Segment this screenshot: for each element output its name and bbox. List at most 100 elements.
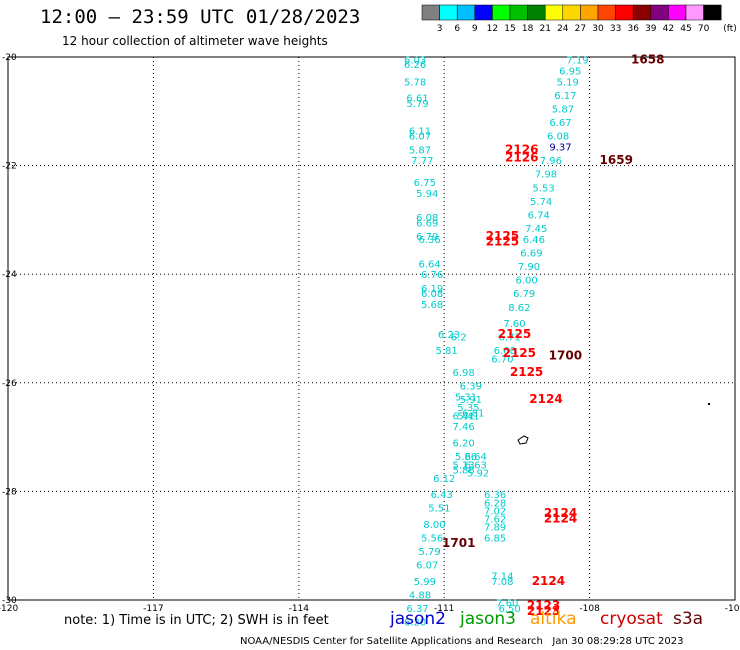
wave-height-label: 6.36 (419, 235, 441, 246)
legend-tick-label: 12 (487, 24, 498, 34)
wave-height-label: 6.20 (404, 618, 426, 629)
wave-height-label: 5.13 (452, 460, 474, 471)
time-label: 2123 (527, 598, 560, 612)
wave-height-label: 6.07 (409, 132, 431, 143)
sat-cryosat: cryosat (600, 609, 663, 629)
time-label: 2126 (505, 150, 538, 164)
page-title: 12:00 – 23:59 UTC 01/28/2023 (40, 6, 361, 28)
legend-tick-label: 24 (557, 24, 569, 34)
legend-swatch (703, 4, 722, 21)
wave-height-label: 6.39 (460, 382, 482, 393)
wave-height-label: 5.74 (530, 197, 552, 208)
wave-height-label: 8.00 (423, 520, 445, 531)
time-label: 2123 (527, 604, 560, 618)
wave-height-label: 5.81 (435, 346, 457, 357)
time-label: 2124 (532, 574, 565, 588)
wave-height-label: 6.12 (433, 474, 455, 485)
wave-height-label: 7.14 (491, 572, 513, 583)
time-label: 2126 (505, 142, 538, 156)
wave-height-label: 6.63 (465, 460, 487, 471)
island-outline (517, 435, 529, 445)
x-tick-label: -114 (289, 604, 310, 614)
wave-height-label: 9.37 (549, 143, 571, 154)
y-tick-label: -22 (2, 162, 17, 172)
wave-height-label: 6.85 (484, 534, 506, 545)
wave-height-label: 6.20 (452, 439, 474, 450)
wave-height-label: 6.37 (406, 604, 428, 615)
wave-height-label: 6.26 (404, 60, 426, 71)
wave-height-label: 6.81 (462, 409, 484, 420)
legend-tick-label: 21 (539, 24, 550, 34)
wave-height-label: 7.90 (518, 262, 540, 273)
wave-height-label: 6.23 (438, 330, 460, 341)
time-label: 2125 (503, 346, 536, 360)
legend-tick-label: 18 (522, 24, 534, 34)
legend-tick-label: 39 (645, 24, 657, 34)
wave-height-label: 5.99 (414, 577, 436, 588)
wave-height-label: 5.19 (557, 77, 579, 88)
sat-jason2: jason2 (390, 609, 446, 629)
wave-height-label: 6.69 (520, 248, 542, 259)
wave-height-label: 5.51 (428, 504, 450, 515)
wave-height-label: 7.46 (452, 422, 474, 433)
wave-height-label: 5.94 (416, 189, 438, 200)
x-tick-label: -117 (143, 604, 163, 614)
wave-height-label: 6.95 (559, 67, 581, 78)
wave-height-label: 6.69 (416, 219, 438, 230)
wave-height-label: 5.91 (460, 395, 482, 406)
wave-height-label: 6.08 (416, 213, 438, 224)
wave-height-label: 6.50 (498, 604, 520, 615)
legend-tick-label: 45 (680, 24, 691, 34)
time-label: 2124 (544, 506, 577, 520)
y-tick-label: -24 (2, 270, 17, 280)
wave-height-label: 6.76 (421, 270, 443, 281)
wave-height-label: 5.56 (421, 534, 443, 545)
wave-height-label: 7.77 (411, 156, 433, 167)
time-label: 2125 (498, 327, 531, 341)
island-dot (708, 403, 710, 405)
wave-height-label: 6.28 (484, 498, 506, 509)
footer: NOAA/NESDIS Center for Satellite Applica… (240, 636, 683, 647)
x-tick-label: -111 (434, 604, 454, 614)
legend-unit: (ft) (723, 24, 737, 34)
wave-height-label: 6.64 (419, 259, 441, 270)
legend-tick-label: 30 (592, 24, 604, 34)
legend-tick-label: 3 (437, 24, 443, 34)
note-text: note: 1) Time is in UTC; 2) SWH is in fe… (64, 613, 329, 628)
wave-height-label: 6.11 (409, 126, 431, 137)
wave-height-label: 6.03 (404, 56, 426, 67)
wave-height-label: 6.46 (523, 235, 545, 246)
x-tick-label: -105 (725, 604, 740, 614)
legend-tick-label: 42 (663, 24, 674, 34)
wave-height-label: 7.19 (566, 56, 588, 67)
time-label: 1659 (600, 153, 633, 167)
wave-height-label: 7.98 (535, 170, 557, 181)
time-label: 2125 (510, 365, 543, 379)
x-tick-label: -108 (579, 604, 600, 614)
y-tick-label: -26 (2, 379, 17, 389)
footer-source: NOAA/NESDIS Center for Satellite Applica… (240, 636, 543, 647)
wave-height-label: 6.36 (484, 490, 506, 501)
wave-height-label: 5.92 (467, 468, 489, 479)
x-tick-label: -120 (0, 604, 18, 614)
time-label: 2124 (529, 392, 562, 406)
wave-height-label: 5.86 (455, 452, 477, 463)
legend-tick-label: 33 (610, 24, 621, 34)
plot-frame (7, 56, 736, 601)
y-tick-label: -20 (2, 53, 17, 63)
wave-height-label: 8.62 (508, 303, 530, 314)
wave-height-label: 6.17 (554, 91, 576, 102)
wave-height-label: 7.60 (503, 319, 525, 330)
wave-height-label: 5.35 (457, 403, 479, 414)
time-label: 1701 (442, 536, 475, 550)
wave-height-label: 6.74 (528, 210, 550, 221)
wave-height-label: 7.60 (496, 599, 518, 610)
wave-height-label: 6.07 (416, 561, 438, 572)
legend-tick-label: 6 (454, 24, 460, 34)
wave-height-label: 6.67 (549, 118, 571, 129)
wave-height-label: 6.43 (431, 490, 453, 501)
wave-height-label: 6.08 (421, 289, 443, 300)
wave-height-label: 6.64 (465, 452, 487, 463)
wave-height-label: 6.61 (406, 94, 428, 105)
